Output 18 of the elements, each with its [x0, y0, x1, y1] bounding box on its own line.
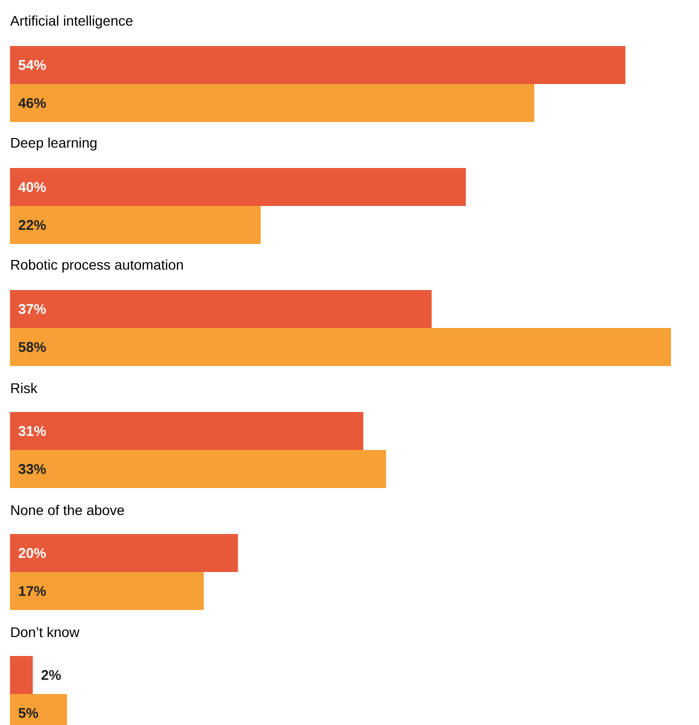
y-tick-label: Artificial intelligence: [10, 15, 132, 29]
y-tick-label: Risk: [11, 382, 38, 394]
data-label: 33%: [18, 464, 46, 474]
data-label: 46%: [18, 98, 46, 108]
data-label: 37%: [18, 304, 46, 314]
y-tick-label: Don’t know: [11, 626, 80, 638]
data-label: 58%: [18, 342, 46, 352]
data-label: 17%: [19, 586, 46, 596]
y-tick-label: Deep learning: [11, 137, 96, 151]
data-label: 22%: [18, 220, 46, 230]
data-label: 20%: [18, 548, 46, 558]
data-label: 2%: [41, 670, 61, 680]
data-label: 31%: [18, 426, 46, 436]
y-tick-label: None of the above: [11, 504, 124, 516]
data-label: 5%: [18, 708, 38, 718]
data-label: 54%: [18, 60, 46, 70]
data-label: 40%: [18, 182, 46, 192]
y-tick-label: Robotic process automation: [11, 259, 183, 273]
